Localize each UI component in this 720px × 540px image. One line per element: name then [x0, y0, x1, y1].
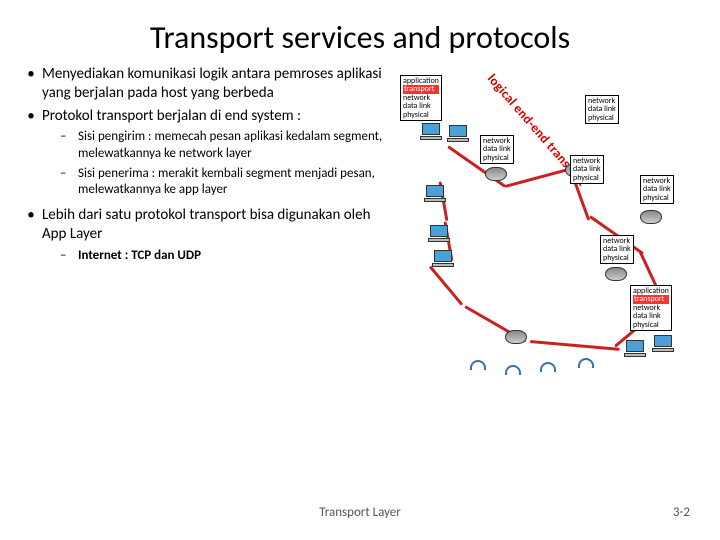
protocol-stack-router: network data link physical — [480, 135, 514, 164]
bullet-text: Sisi penerima : merakit kembali segment … — [78, 166, 390, 199]
bullet-item: • Protokol transport berjalan di end sys… — [20, 107, 390, 126]
computer-icon — [426, 225, 454, 245]
bullet-dot: • — [20, 206, 42, 244]
sub-bullet-item: – Sisi penerima : merakit kembali segmen… — [60, 166, 390, 199]
text-column: • Menyediakan komunikasi logik antara pe… — [20, 65, 390, 415]
computer-icon — [418, 123, 446, 143]
protocol-stack-router: network data link physical — [570, 155, 604, 184]
computer-icon — [422, 185, 450, 205]
wifi-icon — [505, 365, 521, 375]
bullet-text: Internet : TCP dan UDP — [78, 248, 201, 264]
wifi-icon — [470, 360, 486, 370]
router-icon — [640, 210, 662, 224]
stack-layer: physical — [588, 114, 616, 122]
computer-icon — [622, 340, 650, 360]
slide-number: 3-2 — [673, 505, 690, 520]
bullet-text: Protokol transport berjalan di end syste… — [42, 107, 390, 126]
stack-layer: physical — [573, 174, 601, 182]
router-icon — [505, 330, 527, 344]
stack-layer: physical — [403, 111, 439, 119]
computer-icon — [650, 335, 678, 355]
bullet-text: Sisi pengirim : memecah pesan aplikasi k… — [78, 129, 390, 162]
bullet-dash: – — [60, 248, 78, 264]
bullet-dash: – — [60, 166, 78, 199]
protocol-stack-host: application transport network data link … — [400, 75, 442, 121]
protocol-stack-router: network data link physical — [585, 95, 619, 124]
stack-layer: physical — [603, 254, 631, 262]
stack-layer: physical — [643, 194, 671, 202]
stack-layer: physical — [633, 321, 669, 329]
cable-segment — [429, 266, 463, 306]
cable-segment — [530, 340, 620, 351]
computer-icon — [430, 250, 458, 270]
bullet-text: Lebih dari satu protokol transport bisa … — [42, 206, 390, 244]
footer-title: Transport Layer — [0, 505, 720, 520]
bullet-item: • Lebih dari satu protokol transport bis… — [20, 206, 390, 244]
bullet-text: Menyediakan komunikasi logik antara pemr… — [42, 65, 390, 103]
protocol-stack-router: network data link physical — [640, 175, 674, 204]
content-area: • Menyediakan komunikasi logik antara pe… — [0, 65, 720, 415]
sub-bullet-item: – Sisi pengirim : memecah pesan aplikasi… — [60, 129, 390, 162]
wifi-icon — [578, 358, 594, 368]
bullet-item: • Menyediakan komunikasi logik antara pe… — [20, 65, 390, 103]
protocol-stack-router: network data link physical — [600, 235, 634, 264]
bullet-dot: • — [20, 65, 42, 103]
protocol-stack-host: application transport network data link … — [630, 285, 672, 331]
slide-title: Transport services and protocols — [0, 0, 720, 65]
router-icon — [485, 167, 507, 181]
router-icon — [605, 267, 627, 281]
network-diagram: logical end-end transport application tr… — [390, 65, 690, 415]
sub-bullet-item: – Internet : TCP dan UDP — [60, 248, 390, 264]
wifi-icon — [540, 362, 556, 372]
bullet-dot: • — [20, 107, 42, 126]
stack-layer: physical — [483, 154, 511, 162]
computer-icon — [445, 125, 473, 145]
bullet-dash: – — [60, 129, 78, 162]
